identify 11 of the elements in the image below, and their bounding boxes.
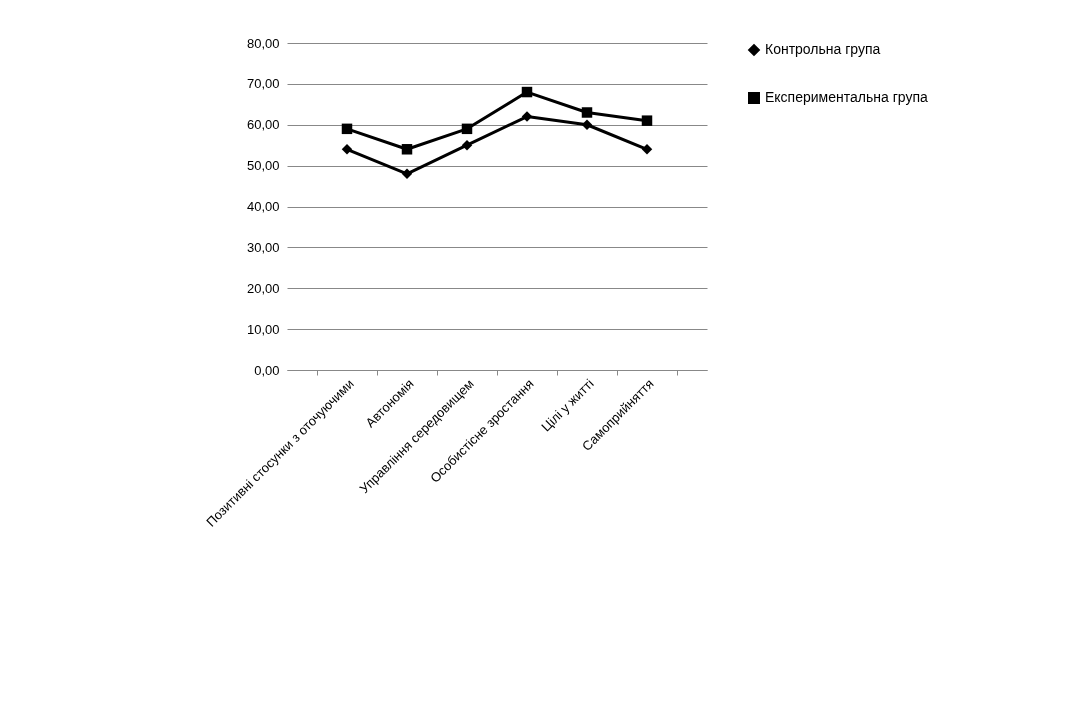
y-tick-label: 40,00 xyxy=(246,199,280,214)
y-tick-label: 50,00 xyxy=(246,158,280,174)
y-tick-label: 60,00 xyxy=(246,117,280,133)
y-tick-label: 80,00 xyxy=(246,35,280,51)
y-tick-label: 30,00 xyxy=(246,239,280,255)
y-tick-label: 70,00 xyxy=(246,76,280,92)
y-tick-label: 10,00 xyxy=(246,321,280,337)
legend-label: Експериментальна група xyxy=(765,89,928,105)
legend-label: Контрольна група xyxy=(765,41,881,57)
y-tick-label: 20,00 xyxy=(246,280,280,296)
y-tick-label: 0,00 xyxy=(254,362,280,378)
